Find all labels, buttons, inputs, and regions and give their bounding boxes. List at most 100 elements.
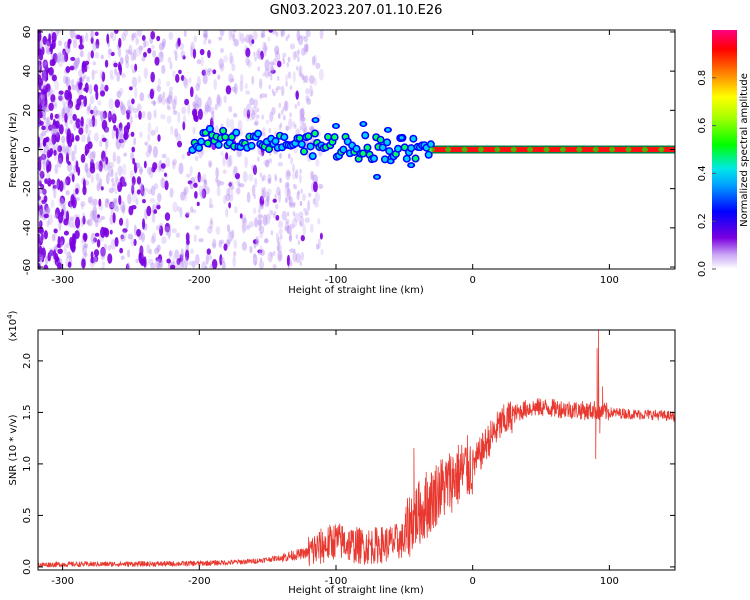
spectrogram-noise-cell [111, 182, 117, 191]
snr-x-tick-label: -200 [188, 576, 211, 587]
spectrogram-noise-cell [77, 56, 81, 65]
spectrogram-noise-cell [300, 251, 305, 261]
spectrogram-noise-cell [38, 120, 44, 126]
spectrogram-noise-cell [132, 191, 138, 203]
spectrogram-noise-cell [268, 84, 271, 90]
spectrogram-noise-cell [174, 128, 179, 138]
spectrogram-noise-cell [285, 36, 288, 42]
spectrogram-noise-cell [182, 55, 186, 60]
spectrogram-noise-cell [202, 33, 208, 39]
spectrogram-noise-cell [180, 75, 185, 82]
spectrogram-noise-cell [95, 90, 99, 101]
spectrogram-noise-cell [39, 93, 44, 98]
spectrogram-noise-cell [156, 35, 161, 42]
spectrogram-noise-cell [254, 260, 257, 266]
spectrogram-noise-cell [315, 243, 320, 250]
spectrogram-noise-cell [74, 230, 80, 240]
spectrogram-noise-cell [257, 214, 263, 219]
spectrogram-noise-cell [269, 158, 272, 164]
spectrogram-noise-cell [292, 51, 297, 61]
spectrogram-noise-cell [232, 33, 236, 42]
spectrogram-noise-cell [228, 202, 232, 209]
spectrogram-noise-cell [243, 107, 247, 118]
spectrogram-carrier-highlight [510, 147, 517, 152]
spectrogram-noise-cell [251, 106, 258, 116]
spectrogram-noise-cell [121, 105, 127, 116]
spectrogram-noise-cell [136, 189, 141, 195]
spectrogram-noise-cell [55, 59, 60, 64]
spectrogram-noise-cell [102, 112, 106, 123]
spectrogram-noise-cell [275, 203, 279, 210]
spectrogram-noise-cell [225, 207, 229, 218]
spectrogram-noise-cell [57, 112, 61, 122]
spectrogram-noise-cell [272, 250, 276, 256]
spectrogram-noise-cell [170, 264, 176, 269]
spectrogram-noise-cell [144, 40, 149, 47]
spectrogram-noise-cell [150, 129, 156, 136]
spectrogram-noise-cell [72, 113, 77, 121]
spectrogram-noise-cell [55, 126, 59, 138]
spectrogram-noise-cell [296, 65, 299, 71]
spectrogram-noise-cell [149, 166, 154, 179]
spectrogram-noise-cell [101, 119, 108, 131]
spectrogram-noise-cell [313, 54, 317, 65]
spectrogram-noise-cell [305, 30, 311, 38]
spectrogram-noise-cell [173, 49, 177, 55]
spectrogram-noise-cell [44, 207, 50, 213]
spectrogram-noise-cell [111, 200, 116, 210]
spectrogram-y-tick-label: 40 [22, 65, 33, 78]
spectrogram-track-core [233, 130, 239, 136]
spectrogram-noise-cell [122, 228, 128, 233]
spectrogram-noise-cell [99, 69, 104, 80]
spectrogram-noise-cell [287, 265, 291, 269]
spectrogram-noise-cell [256, 107, 260, 113]
spectrogram-noise-cell [264, 59, 270, 71]
spectrogram-noise-cell [51, 89, 55, 95]
spectrogram-noise-cell [69, 136, 75, 143]
spectrogram-noise-cell [305, 95, 310, 102]
spectrogram-noise-cell [299, 108, 303, 114]
spectrogram-noise-cell [192, 48, 197, 59]
spectrogram-track-core [404, 156, 410, 162]
spectrogram-noise-cell [96, 181, 101, 192]
spectrogram-carrier-highlight [559, 147, 566, 152]
spectrogram-noise-cell [48, 87, 53, 97]
spectrogram-noise-cell [185, 173, 191, 178]
spectrogram-noise-cell [230, 78, 235, 83]
spectrogram-x-tick-label: -200 [188, 275, 211, 286]
spectrogram-noise-cell [55, 120, 60, 129]
spectrogram-noise-cell [261, 131, 264, 137]
spectrogram-noise-cell [41, 106, 47, 116]
spectrogram-noise-cell [74, 57, 80, 68]
spectrogram-noise-cell [278, 254, 282, 260]
spectrogram-track-core [198, 139, 204, 145]
spectrogram-noise-cell [61, 146, 67, 154]
spectrogram-noise-cell [315, 62, 321, 70]
spectrogram-noise-cell [204, 104, 210, 113]
spectrogram-noise-cell [65, 75, 69, 88]
spectrogram-noise-cell [52, 59, 56, 66]
spectrogram-noise-cell [51, 74, 57, 82]
spectrogram-noise-cell [200, 56, 204, 67]
spectrogram-noise-cell [71, 173, 75, 183]
spectrogram-noise-cell [43, 156, 49, 167]
spectrogram-noise-cell [38, 92, 42, 104]
spectrogram-noise-cell [277, 162, 284, 167]
spectrogram-noise-cell [210, 217, 213, 225]
spectrogram-noise-cell [92, 205, 97, 218]
spectrogram-noise-cell [38, 195, 41, 201]
spectrogram-noise-cell [299, 168, 302, 174]
spectrogram-noise-cell [241, 221, 246, 234]
spectrogram-noise-cell [253, 121, 259, 126]
spectrogram-noise-cell [219, 30, 225, 37]
spectrogram-x-axis-label: Height of straight line (km) [288, 285, 424, 296]
spectrogram-noise-cell [192, 102, 196, 108]
spectrogram-noise-cell [187, 180, 193, 185]
spectrogram-noise-cell [108, 187, 115, 194]
spectrogram-noise-cell [56, 53, 61, 63]
spectrogram-noise-cell [223, 95, 227, 104]
spectrogram-noise-cell [58, 180, 64, 192]
spectrogram-noise-cell [281, 210, 287, 221]
spectrogram-track-core [384, 139, 390, 145]
spectrogram-noise-cell [131, 184, 135, 195]
